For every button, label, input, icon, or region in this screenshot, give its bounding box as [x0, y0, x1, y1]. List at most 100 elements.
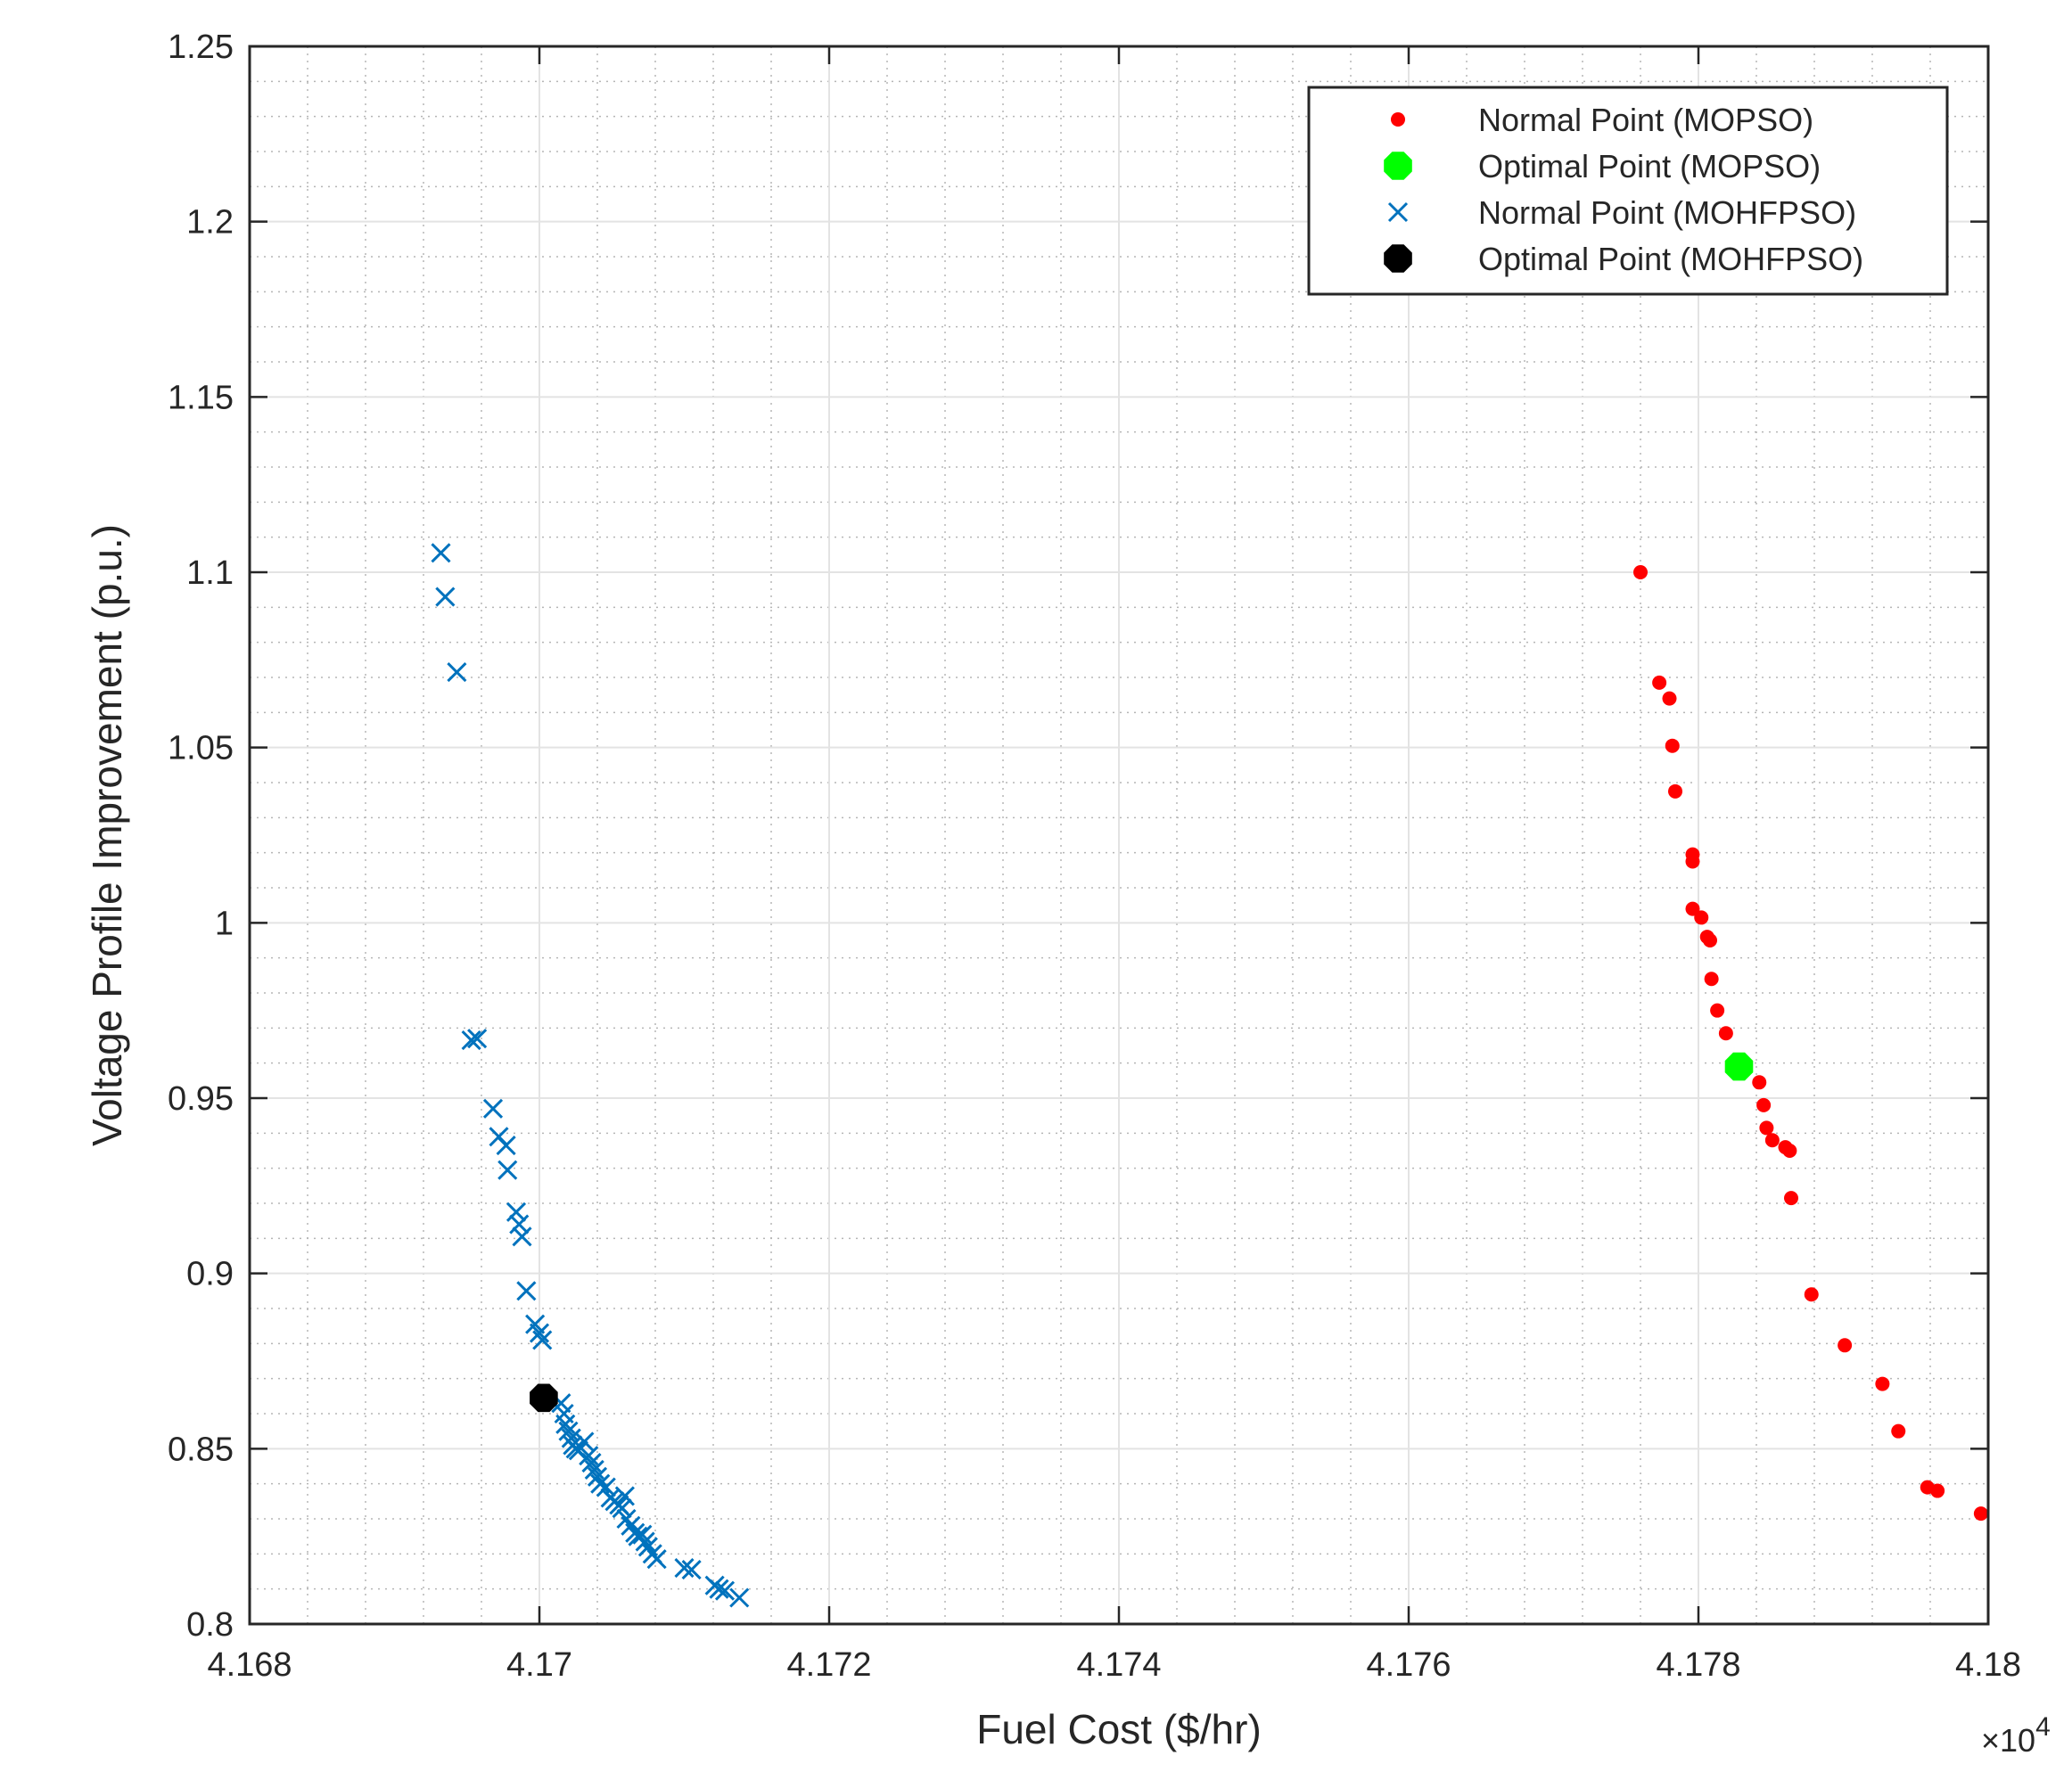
legend-entry-mohfpso-normal: Normal Point (MOHFPSO) — [1387, 194, 1856, 231]
mopso-normal-point — [1804, 1287, 1819, 1302]
x-tick-label: 4.174 — [1076, 1646, 1161, 1684]
mohfpso-normal-point — [714, 1580, 736, 1601]
mohfpso-normal-point — [555, 1414, 576, 1434]
mohfpso-normal-point-stroke-b — [614, 1486, 635, 1506]
mopso-normal-point — [1703, 933, 1717, 947]
legend-entry-mopso-optimal: Optimal Point (MOPSO) — [1384, 148, 1821, 185]
y-tick-label: 1.25 — [168, 29, 234, 66]
mohfpso-normal-point-stroke-b — [709, 1579, 729, 1599]
mohfpso-normal-point — [435, 586, 456, 607]
plot-frame — [248, 45, 1990, 1626]
mohfpso-normal-point-stroke-b — [635, 1531, 655, 1552]
x-tick-label: 4.172 — [786, 1646, 871, 1684]
mohfpso-normal-point-stroke-b — [551, 1393, 571, 1414]
mohfpso-normal-point-stroke-b — [714, 1580, 736, 1601]
mohfpso-normal-point-stroke-b — [532, 1330, 553, 1350]
mohfpso-normal-point-stroke-b — [632, 1524, 653, 1545]
mopso-normal-point — [1652, 675, 1667, 690]
mopso-normal-point — [1784, 1191, 1798, 1206]
y-tick-label: 1.05 — [168, 730, 234, 767]
mohfpso-normal-point-stroke-b — [596, 1477, 616, 1497]
x-axis-label: Fuel Cost ($/hr) — [976, 1706, 1262, 1752]
mohfpso-normal-point — [532, 1330, 553, 1350]
mohfpso-normal-point-stroke-b — [497, 1160, 518, 1180]
mopso-normal-point — [1665, 738, 1680, 753]
mohfpso-normal-point-stroke-b — [529, 1323, 550, 1343]
mohfpso-normal-point-stroke-b — [628, 1526, 648, 1546]
y-tick-label: 1.2 — [186, 204, 234, 242]
x-tick-label: 4.18 — [1955, 1646, 2021, 1684]
mohfpso-normal-point — [729, 1587, 750, 1608]
x-tick-label: 4.178 — [1656, 1646, 1740, 1684]
mopso-normal-point — [1764, 1133, 1780, 1148]
mohfpso-normal-point — [467, 1029, 488, 1049]
mohfpso-normal-point — [681, 1559, 702, 1580]
mohfpso-normal-point — [512, 1226, 532, 1247]
legend-label: Optimal Point (MOPSO) — [1478, 148, 1821, 185]
mohfpso-normal-point — [461, 1030, 481, 1051]
legend-marker — [1384, 152, 1412, 180]
mohfpso-normal-point — [632, 1524, 653, 1545]
mohfpso-normal-point — [596, 1477, 616, 1497]
y-tick-label: 1.15 — [168, 379, 234, 416]
major-grid — [250, 46, 1988, 1624]
y-tick-label: 0.8 — [186, 1606, 234, 1644]
mohfpso-normal-point-stroke-b — [447, 662, 467, 683]
legend-label: Optimal Point (MOHFPSO) — [1478, 241, 1863, 277]
mohfpso-normal-point-stroke-b — [506, 1202, 527, 1222]
mohfpso-normal-point — [482, 1098, 504, 1119]
mohfpso-normal-point — [674, 1558, 695, 1579]
mohfpso-normal-point — [581, 1453, 602, 1473]
mohfpso-normal-point-stroke-b — [555, 1414, 576, 1434]
mohfpso-normal-point — [516, 1281, 537, 1301]
mohfpso-normal-point-stroke-b — [729, 1587, 750, 1608]
mohfpso-normal-point-stroke-b — [612, 1498, 632, 1519]
mohfpso-normal-point-stroke-b — [554, 1403, 574, 1424]
mopso-normal-point — [1930, 1483, 1945, 1498]
x-axis-multiplier-exponent: 4 — [2035, 1712, 2051, 1742]
mopso-normal-point — [1710, 1003, 1725, 1018]
mohfpso-normal-point — [561, 1428, 581, 1448]
tick-labels: 4.168 4.17 4.172 4.174 4.176 4.178 4.18 0.8 0.85… — [168, 29, 2021, 1684]
mopso-normal-point — [1662, 691, 1677, 706]
mohfpso-normal-point — [506, 1202, 527, 1222]
mohfpso-normal-point-stroke-b — [587, 1466, 608, 1487]
mohfpso-normal-point-stroke-b — [646, 1549, 667, 1570]
mohfpso-normal-point-stroke-b — [637, 1537, 658, 1557]
legend-marker — [1391, 112, 1405, 127]
mohfpso-normal-point-stroke-b — [496, 1136, 516, 1156]
mopso-normal-point — [1685, 854, 1700, 869]
y-tick-label: 0.85 — [168, 1431, 234, 1468]
mohfpso-normal-point — [574, 1431, 595, 1452]
mohfpso-normal-point — [612, 1498, 632, 1519]
legend-entry-mohfpso-optimal: Optimal Point (MOHFPSO) — [1384, 241, 1863, 277]
mohfpso-normal-point-stroke-b — [482, 1098, 504, 1119]
mohfpso-normal-point-stroke-b — [574, 1431, 595, 1452]
mohfpso-normal-point-stroke-b — [579, 1446, 599, 1466]
legend-entry-mopso-normal: Normal Point (MOPSO) — [1391, 102, 1813, 138]
mohfpso-normal-point — [558, 1421, 579, 1441]
mohfpso-normal-point-stroke-b — [674, 1558, 695, 1579]
mohfpso-normal-point-stroke-b — [581, 1453, 602, 1473]
x-tick-label: 4.176 — [1366, 1646, 1451, 1684]
mohfpso-normal-point-stroke-b — [616, 1508, 637, 1530]
mopso-normal-point — [1718, 1026, 1733, 1041]
x-axis-multiplier: ×104 — [1981, 1712, 2051, 1759]
mohfpso-normal-point-stroke-b — [584, 1459, 604, 1480]
x-tick-label: 4.168 — [207, 1646, 292, 1684]
mopso-normal-point — [1782, 1144, 1797, 1158]
y-tick-label: 1.1 — [186, 554, 234, 592]
data-markers — [431, 543, 1988, 1608]
mohfpso-normal-point-stroke-b — [467, 1029, 488, 1049]
mopso-normal-point — [1838, 1338, 1853, 1353]
mopso-normal-point — [1756, 1097, 1772, 1112]
y-tick-label: 1 — [215, 905, 234, 942]
x-axis-multiplier-base: ×10 — [1981, 1722, 2035, 1759]
x-tick-label: 4.17 — [506, 1646, 572, 1684]
mopso-normal-point — [1875, 1376, 1890, 1391]
mohfpso-normal-point-stroke-b — [516, 1281, 537, 1301]
y-axis-label: Voltage Profile Improvement (p.u.) — [84, 524, 130, 1146]
legend-label: Normal Point (MOHFPSO) — [1478, 194, 1856, 231]
mohfpso-normal-point-stroke-b — [509, 1214, 530, 1235]
legend-box — [1307, 86, 1949, 296]
